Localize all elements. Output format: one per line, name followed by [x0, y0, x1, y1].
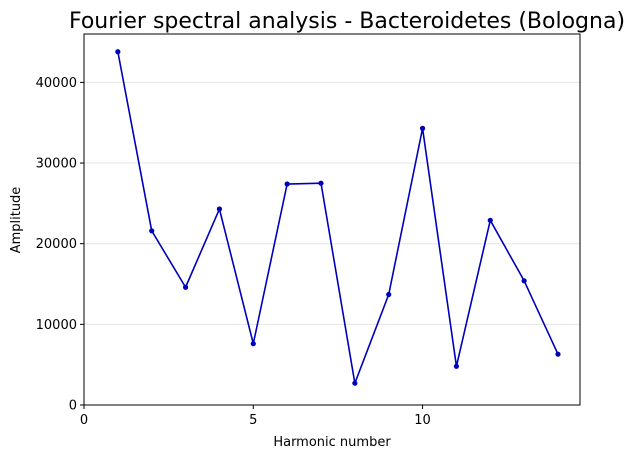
x-axis-label: Harmonic number [273, 435, 391, 450]
chart-title: Fourier spectral analysis - Bacteroidete… [69, 9, 625, 34]
y-tick-label: 40000 [36, 76, 77, 91]
data-point [182, 284, 189, 290]
x-tick-label: 5 [249, 413, 257, 428]
data-point [284, 181, 290, 187]
data-point [216, 206, 223, 212]
data-point [555, 351, 561, 357]
y-axis: 0 10000 20000 30000 40000 [36, 76, 84, 414]
data-point [386, 291, 392, 298]
x-tick-label: 0 [80, 413, 88, 428]
data-point [521, 278, 527, 284]
series-line [117, 51, 559, 385]
data-point [115, 49, 121, 55]
data-point [250, 341, 256, 347]
x-axis: 0 5 10 [80, 405, 431, 428]
y-tick-label: 10000 [36, 318, 77, 333]
y-tick-label: 0 [69, 399, 77, 414]
data-point [352, 380, 358, 386]
series-layer [115, 49, 561, 386]
data-point [487, 217, 493, 223]
y-axis-label: Amplitude [9, 187, 24, 254]
x-tick-label: 10 [414, 413, 431, 428]
y-tick-label: 30000 [36, 157, 77, 172]
data-point [453, 363, 460, 369]
plot-frame [83, 33, 581, 406]
y-tick-label: 20000 [36, 237, 77, 252]
data-point [419, 125, 426, 131]
data-point [318, 180, 324, 186]
data-point [149, 228, 155, 234]
